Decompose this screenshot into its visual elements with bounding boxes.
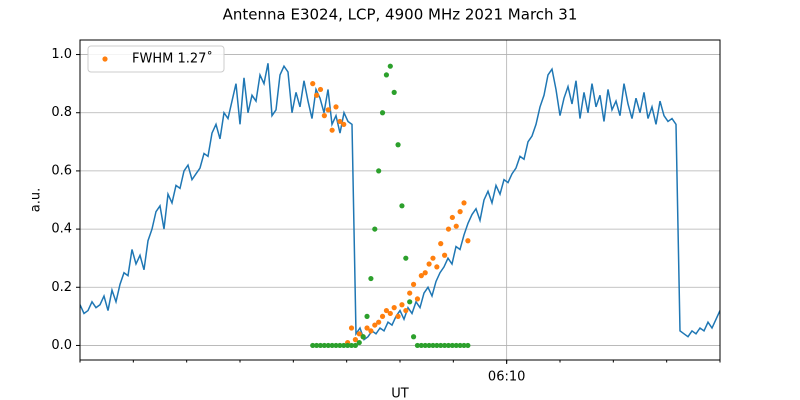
data-point bbox=[379, 313, 386, 319]
x-tick-label: 06:10 bbox=[488, 370, 525, 385]
plot bbox=[80, 63, 720, 349]
data-point bbox=[372, 226, 378, 232]
data-point bbox=[442, 252, 448, 258]
data-point bbox=[391, 305, 397, 311]
data-point bbox=[368, 275, 374, 282]
data-point bbox=[341, 121, 347, 127]
legend-box bbox=[87, 45, 225, 73]
data-point bbox=[391, 89, 397, 95]
data-point bbox=[414, 296, 421, 302]
data-point bbox=[356, 331, 362, 337]
data-point bbox=[453, 342, 459, 349]
data-point bbox=[403, 255, 409, 261]
y-tick-label: 1.0 bbox=[51, 47, 72, 62]
plot-frame bbox=[79, 39, 721, 361]
data-point bbox=[426, 342, 432, 349]
data-point bbox=[321, 113, 327, 119]
data-point bbox=[337, 342, 343, 349]
data-point bbox=[418, 273, 424, 279]
data-point bbox=[449, 214, 455, 221]
data-point bbox=[418, 342, 424, 349]
data-point bbox=[321, 342, 327, 349]
y-tick-label: 0.0 bbox=[51, 338, 72, 353]
data-point bbox=[325, 342, 331, 349]
data-point bbox=[403, 307, 409, 314]
data-point bbox=[317, 86, 324, 93]
data-point bbox=[352, 337, 358, 343]
data-point bbox=[383, 72, 390, 78]
data-point bbox=[314, 342, 320, 349]
data-point bbox=[407, 290, 413, 296]
data-point bbox=[407, 299, 413, 305]
data-point bbox=[329, 127, 335, 133]
data-point bbox=[399, 203, 405, 209]
data-point bbox=[395, 313, 401, 319]
data-point bbox=[364, 325, 370, 331]
data-point bbox=[410, 334, 417, 340]
data-point bbox=[345, 342, 351, 349]
y-tick-label: 0.4 bbox=[51, 222, 72, 237]
chart-title: Antenna E3024, LCP, 4900 MHz 2021 March … bbox=[223, 6, 578, 24]
data-point bbox=[376, 319, 382, 325]
data-point bbox=[457, 342, 463, 349]
data-point bbox=[465, 342, 471, 349]
data-point bbox=[341, 342, 347, 349]
data-point bbox=[337, 118, 343, 125]
data-point bbox=[453, 223, 459, 229]
data-point bbox=[333, 104, 339, 110]
data-point bbox=[348, 342, 355, 349]
x-axis-label: UT bbox=[391, 387, 409, 400]
data-point bbox=[352, 342, 358, 349]
data-point bbox=[395, 142, 401, 148]
data-point bbox=[434, 342, 440, 349]
data-point bbox=[310, 342, 316, 349]
data-point bbox=[438, 342, 444, 349]
data-point bbox=[426, 261, 432, 267]
data-point bbox=[399, 302, 405, 308]
data-point bbox=[430, 255, 436, 261]
data-point bbox=[445, 342, 452, 349]
data-line bbox=[80, 63, 720, 341]
data-point bbox=[387, 63, 393, 69]
data-point bbox=[348, 325, 355, 331]
data-point bbox=[383, 307, 390, 314]
data-point bbox=[314, 92, 320, 98]
data-point bbox=[379, 110, 386, 116]
data-point bbox=[430, 342, 436, 349]
data-point bbox=[457, 209, 463, 215]
data-point bbox=[368, 328, 374, 334]
data-point bbox=[449, 342, 455, 349]
data-point bbox=[310, 81, 316, 87]
data-point bbox=[376, 168, 382, 174]
data-point bbox=[442, 342, 448, 349]
data-point bbox=[461, 200, 467, 206]
data-point bbox=[329, 342, 335, 349]
data-point bbox=[461, 342, 467, 349]
data-point bbox=[410, 281, 417, 287]
y-tick-label: 0.2 bbox=[51, 280, 72, 295]
data-point bbox=[445, 226, 452, 232]
data-point bbox=[438, 241, 444, 247]
legend-marker bbox=[102, 56, 108, 62]
data-point bbox=[422, 270, 428, 276]
data-point bbox=[325, 107, 331, 113]
data-point bbox=[422, 342, 428, 349]
data-point bbox=[356, 339, 362, 346]
data-point bbox=[465, 238, 471, 244]
data-point bbox=[317, 342, 324, 349]
data-point bbox=[372, 322, 378, 328]
data-point bbox=[333, 342, 339, 349]
legend-label: FWHM 1.27˚ bbox=[132, 51, 213, 67]
y-axis-label: a.u. bbox=[29, 188, 44, 212]
data-point bbox=[364, 313, 370, 319]
data-point bbox=[434, 264, 440, 270]
data-point bbox=[414, 342, 421, 349]
y-tick-label: 0.8 bbox=[51, 105, 72, 120]
data-point bbox=[360, 334, 366, 340]
data-point bbox=[387, 310, 393, 317]
y-tick-label: 0.6 bbox=[51, 163, 72, 178]
